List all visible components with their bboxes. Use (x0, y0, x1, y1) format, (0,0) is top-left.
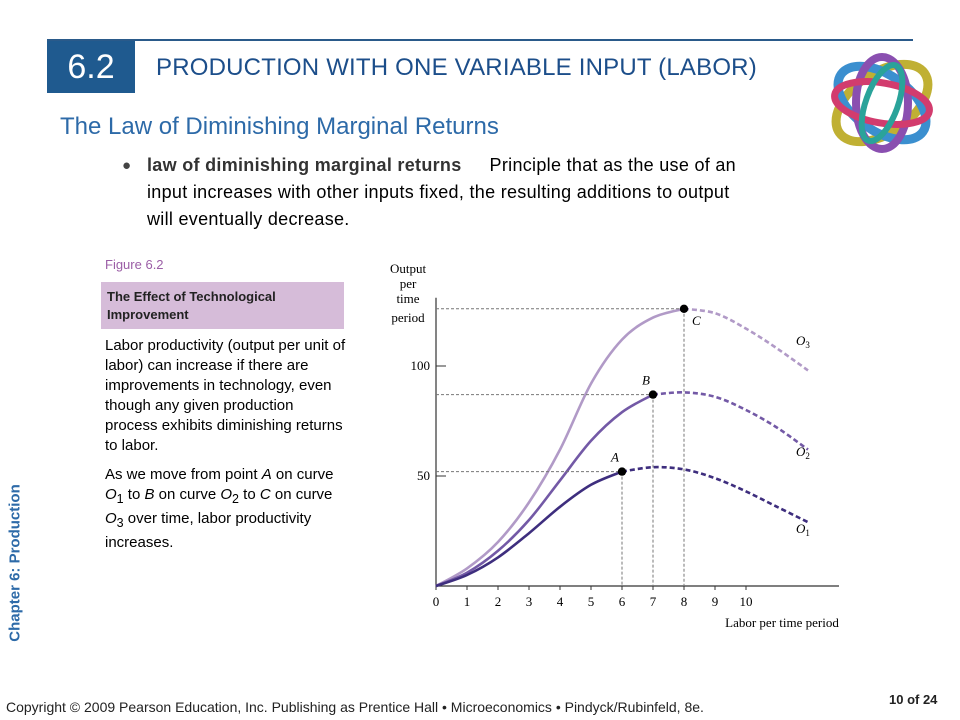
y-axis-label-2: per (400, 276, 417, 291)
chapter-sidebar: Chapter 6: Production (4, 432, 26, 694)
section-number-badge: 6.2 (47, 41, 135, 93)
curve-o2-solid (435, 393, 654, 588)
page-number: 10 of 24 (889, 692, 938, 707)
curve-label-o2: O2 (796, 444, 810, 461)
copyright-footer: Copyright © 2009 Pearson Education, Inc.… (6, 699, 704, 715)
x-tick-label: 5 (588, 594, 595, 609)
header-rule (47, 39, 913, 41)
point-label-a: A (610, 450, 619, 465)
figure-title: The Effect of Technological Improvement (101, 282, 344, 329)
caption-paragraph-1: Labor productivity (output per unit of l… (105, 337, 346, 454)
y-axis-label-4: period (391, 310, 425, 325)
x-axis-label: Labor per time period (725, 615, 839, 630)
curve-o2-dashed (652, 391, 809, 451)
x-tick-label: 1 (464, 594, 471, 609)
definition-text-block: law of diminishing marginal returns Princ… (122, 152, 737, 233)
bullet-dot-icon: ● (122, 157, 132, 174)
x-tick-label: 10 (740, 594, 753, 609)
curve-o3-solid (435, 307, 685, 588)
figure-caption: Labor productivity (output per unit of l… (105, 336, 350, 562)
definition-term: law of diminishing marginal returns (147, 155, 462, 175)
x-tick-label: 2 (495, 594, 502, 609)
x-tick-label: 9 (712, 594, 719, 609)
x-tick-label: 6 (619, 594, 626, 609)
y-tick-label: 100 (411, 358, 431, 373)
production-chart: Output per time period Labor per time pe… (390, 261, 839, 630)
definition-text: Principle that as the use of an input in… (147, 155, 736, 229)
x-tick-label: 0 (433, 594, 440, 609)
section-subtitle: The Law of Diminishing Marginal Returns (60, 113, 499, 140)
curve-o1-dashed (621, 465, 809, 524)
point-a (617, 467, 627, 476)
curve-label-o1: O1 (796, 521, 810, 538)
y-tick-label: 50 (417, 468, 430, 483)
y-axis-label-1: Output (390, 261, 427, 276)
point-label-b: B (642, 373, 650, 388)
chapter-label: Chapter 6: Production (6, 484, 24, 642)
x-tick-label: 3 (526, 594, 533, 609)
point-b (648, 390, 658, 399)
figure-label: Figure 6.2 (105, 257, 164, 272)
caption-paragraph-2: As we move from point A on curve O1 to B… (105, 466, 334, 551)
point-c (679, 304, 689, 313)
curve-o3-dashed (683, 307, 809, 372)
x-tick-label: 7 (650, 594, 657, 609)
y-axis-label-3: time (396, 291, 419, 306)
slide-title: PRODUCTION WITH ONE VARIABLE INPUT (LABO… (156, 54, 757, 81)
curve-label-o3: O3 (796, 333, 810, 350)
x-tick-label: 8 (681, 594, 688, 609)
interlocking-rings-logo-icon (831, 53, 933, 153)
curve-o1-solid (435, 470, 623, 588)
x-tick-label: 4 (557, 594, 564, 609)
definition-bullet: ● law of diminishing marginal returns Pri… (122, 152, 737, 233)
point-label-c: C (692, 313, 701, 328)
